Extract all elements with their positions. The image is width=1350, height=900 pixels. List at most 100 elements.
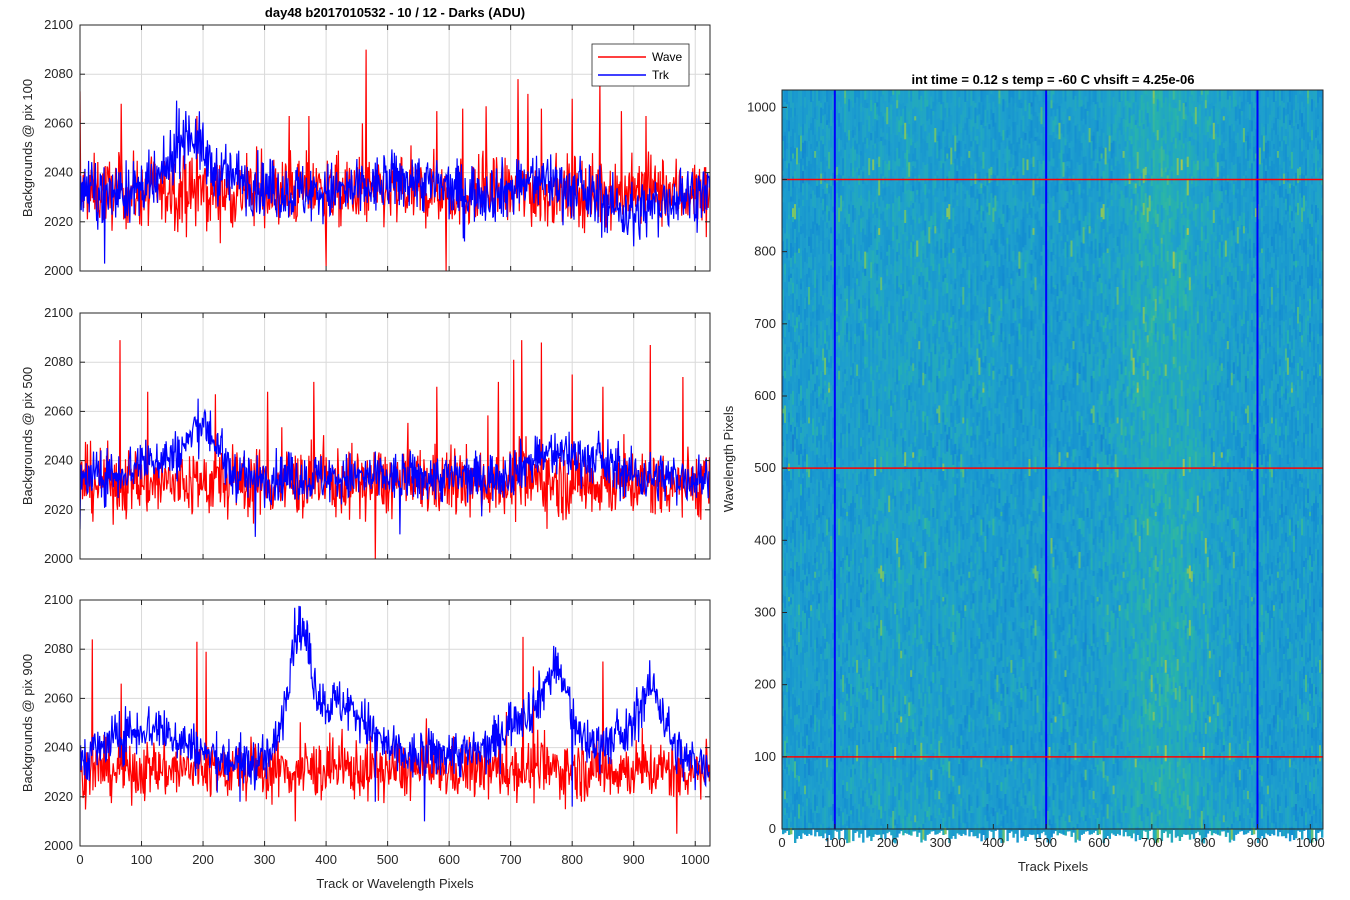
heatmap-cell — [786, 657, 789, 669]
heatmap-cell — [892, 226, 895, 242]
heatmap-cell — [870, 739, 873, 754]
heatmap-cell — [900, 356, 903, 363]
heatmap-cell — [828, 617, 831, 630]
heatmap-cell — [792, 201, 795, 209]
heatmap-cell — [850, 645, 853, 660]
heatmap-cell — [786, 743, 789, 754]
heatmap-cell — [914, 244, 917, 260]
heatmap-cell — [880, 679, 883, 690]
heatmap-cell — [828, 737, 831, 744]
heatmap-cell — [908, 207, 911, 220]
heatmap-cell — [910, 205, 913, 217]
heatmap-cell — [908, 286, 911, 302]
heatmap-cell — [814, 429, 817, 447]
heatmap-cell — [880, 245, 883, 253]
heatmap-cell — [850, 521, 853, 534]
heatmap-cell — [900, 549, 903, 563]
heatmap-cell — [830, 672, 833, 688]
heatmap-cell — [824, 648, 827, 660]
heatmap-cell — [796, 385, 799, 394]
heatmap-cell — [836, 90, 839, 95]
heatmap-cell — [790, 666, 793, 675]
heatmap-cell — [854, 160, 857, 168]
heatmap-cell — [836, 336, 839, 350]
heatmap-cell — [906, 119, 909, 128]
heatmap-cell — [816, 661, 819, 668]
heatmap-cell — [838, 90, 841, 96]
heatmap-cell — [874, 196, 877, 204]
heatmap-cell — [840, 474, 843, 480]
heatmap-cell — [818, 242, 821, 248]
heatmap-cell — [858, 90, 861, 99]
heatmap-cell — [866, 286, 869, 295]
heatmap-cell — [812, 254, 815, 271]
heatmap-cell — [818, 361, 821, 380]
heatmap-cell — [846, 142, 849, 161]
heatmap-cell — [798, 673, 801, 686]
heatmap-cell — [796, 724, 799, 736]
heatmap-cell — [892, 335, 895, 351]
heatmap-cell — [800, 221, 803, 227]
heatmap-cell — [888, 398, 891, 406]
heatmap-cell — [832, 514, 835, 525]
heatmap-cell — [890, 241, 893, 248]
heatmap-cell — [870, 381, 873, 399]
heatmap-cell — [790, 575, 793, 584]
heatmap-cell — [896, 794, 899, 811]
heatmap-cell — [864, 215, 867, 221]
heatmap-cell — [858, 827, 861, 838]
heatmap-cell — [898, 464, 901, 477]
heatmap-cell — [854, 621, 857, 631]
heatmap-cell — [848, 521, 851, 539]
heatmap-cell — [790, 827, 793, 835]
heatmap-cell — [876, 633, 879, 646]
heatmap-cell — [794, 186, 797, 205]
heatmap-cell — [814, 710, 817, 716]
heatmap-cell — [920, 183, 923, 190]
heatmap-cell — [838, 598, 841, 611]
heatmap-cell — [826, 349, 829, 360]
heatmap-cell — [808, 730, 811, 740]
heatmap-cell — [918, 481, 921, 490]
heatmap-cell — [892, 648, 895, 666]
heatmap-cell — [846, 356, 849, 367]
heatmap-cell — [814, 787, 817, 795]
heatmap-cell — [788, 560, 791, 574]
heatmap-cell — [856, 201, 859, 211]
heatmap-cell — [918, 444, 921, 450]
heatmap-cell — [832, 135, 835, 149]
heatmap-cell — [856, 723, 859, 741]
heatmap-cell — [812, 601, 815, 609]
heatmap-cell — [794, 678, 797, 691]
heatmap-cell — [870, 335, 873, 351]
heatmap-cell — [782, 518, 785, 535]
heatmap-cell — [850, 171, 853, 177]
heatmap-cell — [794, 263, 797, 275]
heatmap-cell — [878, 234, 881, 243]
heatmap-cell — [826, 750, 829, 755]
heatmap-cell — [888, 495, 891, 513]
heatmap-cell — [854, 696, 857, 706]
heatmap-cell — [844, 358, 847, 370]
heatmap-cell — [880, 90, 883, 97]
heatmap-cell — [894, 447, 897, 458]
heatmap-cell — [804, 553, 807, 565]
heatmap-cell — [904, 193, 907, 211]
heatmap-cell — [914, 202, 917, 217]
heatmap-cell — [796, 468, 799, 485]
heatmap-cell — [904, 523, 907, 539]
heatmap-cell — [880, 334, 883, 341]
heatmap-cell — [914, 238, 917, 246]
heatmap-cell — [908, 534, 911, 542]
heatmap-cell — [870, 564, 873, 575]
heatmap-cell — [824, 182, 827, 195]
heatmap-cell — [828, 580, 831, 592]
heatmap-cell — [798, 321, 801, 336]
heatmap-cell — [876, 321, 879, 331]
heatmap-cell — [900, 589, 903, 600]
heatmap-cell — [890, 468, 893, 476]
heatmap-cell — [782, 672, 785, 680]
heatmap-cell — [838, 197, 841, 208]
heatmap-cell — [842, 445, 845, 460]
heatmap-cell — [912, 517, 915, 530]
